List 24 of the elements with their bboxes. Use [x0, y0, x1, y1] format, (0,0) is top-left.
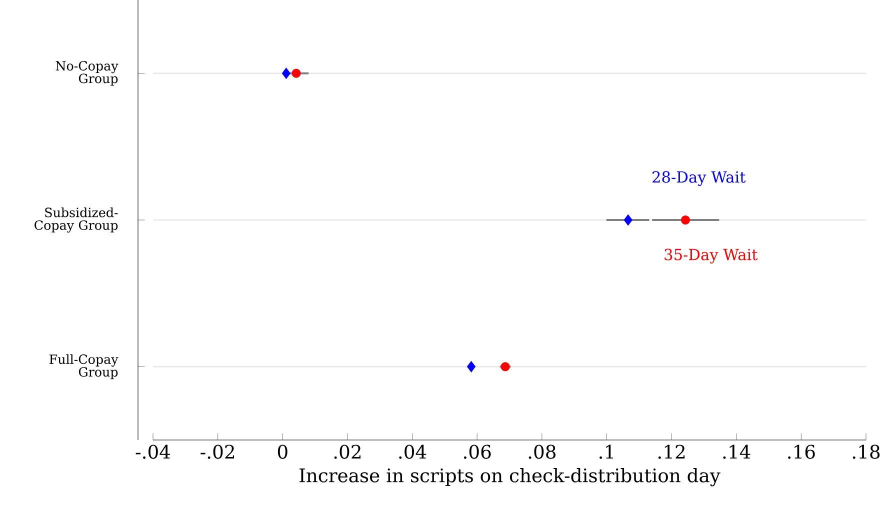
- x-tick-label: .14: [723, 444, 750, 459]
- y-tick-label: Subsidized-Copay Group: [34, 207, 118, 233]
- point: [282, 68, 290, 79]
- point: [624, 214, 632, 226]
- text: 28-Day Wait: [652, 171, 746, 186]
- point: [466, 361, 476, 372]
- point: [680, 215, 690, 225]
- x-tick-label: .06: [464, 444, 491, 459]
- x-tick-label: 0: [278, 444, 288, 459]
- x-tick-label: .12: [658, 444, 685, 459]
- x-tick-label: .1: [600, 444, 613, 459]
- x-tick-label: .18: [852, 444, 880, 459]
- x-tick-label: -.04: [136, 444, 170, 459]
- point: [292, 68, 301, 78]
- x-tick-label: -.02: [200, 444, 234, 459]
- y-tick-label: No-Copay Group: [56, 60, 118, 86]
- x-tick-label: .16: [788, 444, 815, 459]
- x-tick-label: .02: [334, 444, 360, 459]
- y-tick-label: Full-Copay Group: [50, 354, 118, 380]
- x-tick-label: .08: [528, 444, 556, 459]
- x-axis-title: Increase in scripts on check-distribution day: [300, 468, 720, 486]
- point: [500, 362, 510, 372]
- text: 35-Day Wait: [664, 248, 758, 264]
- x-tick-label: .04: [399, 444, 426, 459]
